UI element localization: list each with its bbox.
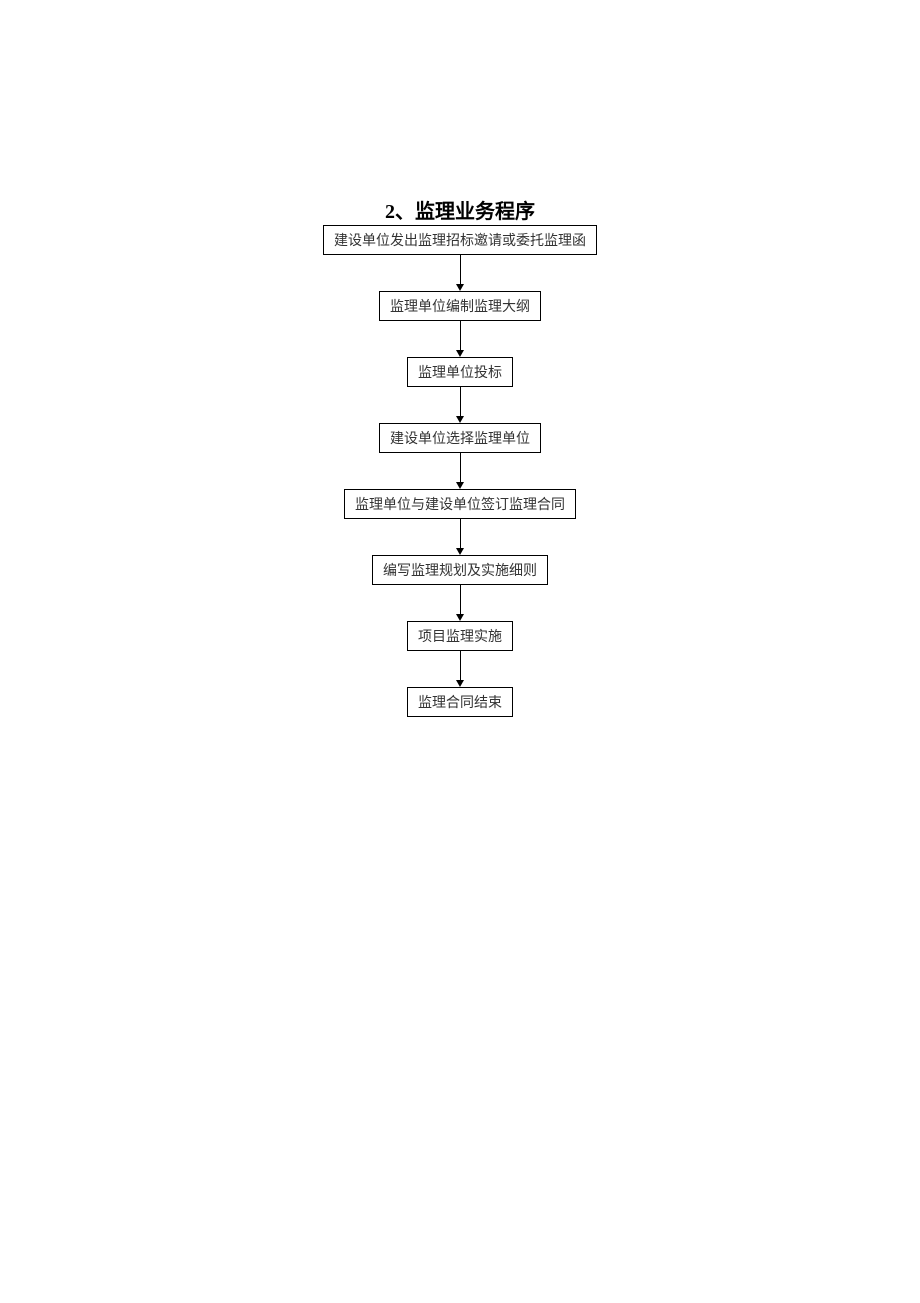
arrow-line <box>460 321 461 350</box>
arrow-head-icon <box>456 614 464 621</box>
flowchart-node: 编写监理规划及实施细则 <box>372 555 548 585</box>
flowchart-node: 项目监理实施 <box>407 621 513 651</box>
arrow-head-icon <box>456 482 464 489</box>
flowchart-arrow <box>456 651 464 687</box>
flowchart-title: 2、监理业务程序 <box>0 195 920 224</box>
arrow-line <box>460 519 461 548</box>
flowchart-arrow <box>456 255 464 291</box>
arrow-line <box>460 651 461 680</box>
flowchart-arrow <box>456 453 464 489</box>
arrow-line <box>460 453 461 482</box>
flowchart-node: 监理单位编制监理大纲 <box>379 291 541 321</box>
flowchart-arrow <box>456 519 464 555</box>
arrow-head-icon <box>456 284 464 291</box>
arrow-line <box>460 387 461 416</box>
flowchart-node: 建设单位选择监理单位 <box>379 423 541 453</box>
flowchart-node: 监理单位投标 <box>407 357 513 387</box>
flowchart-node: 建设单位发出监理招标邀请或委托监理函 <box>323 225 597 255</box>
arrow-line <box>460 585 461 614</box>
flowchart-arrow <box>456 585 464 621</box>
arrow-head-icon <box>456 548 464 555</box>
arrow-line <box>460 255 461 284</box>
arrow-head-icon <box>456 680 464 687</box>
flowchart-container: 建设单位发出监理招标邀请或委托监理函 监理单位编制监理大纲 监理单位投标 建设单… <box>0 225 920 717</box>
flowchart-node: 监理单位与建设单位签订监理合同 <box>344 489 576 519</box>
flowchart-node: 监理合同结束 <box>407 687 513 717</box>
flowchart-arrow <box>456 321 464 357</box>
flowchart-arrow <box>456 387 464 423</box>
arrow-head-icon <box>456 350 464 357</box>
arrow-head-icon <box>456 416 464 423</box>
